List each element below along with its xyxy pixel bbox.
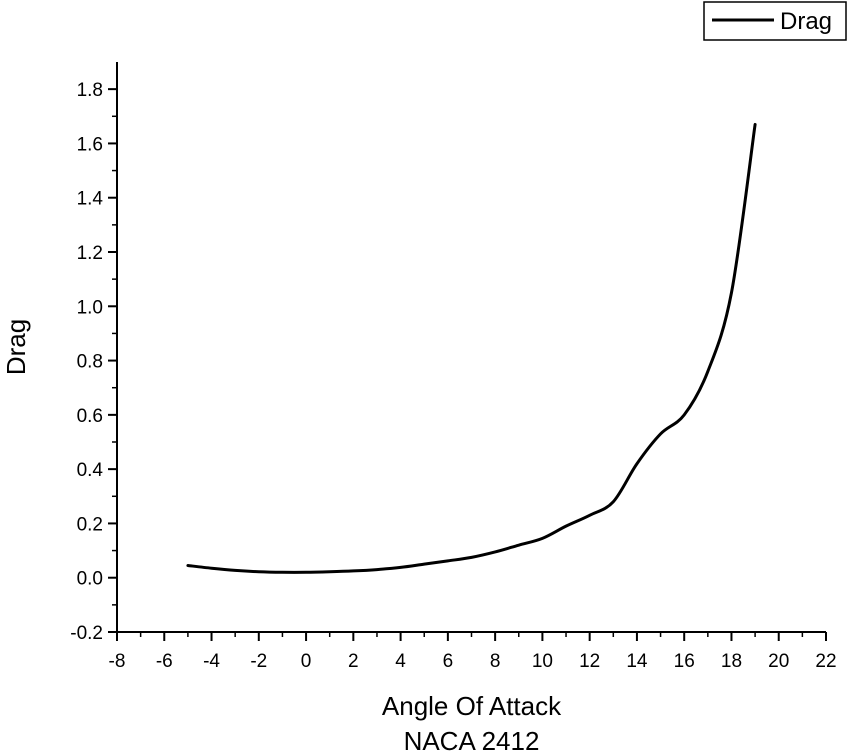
x-tick-label: 22: [815, 651, 836, 672]
tick-marks: [108, 88, 827, 641]
x-tick-label: 10: [532, 651, 553, 672]
x-tick-label: -2: [250, 651, 267, 672]
legend-label-drag: Drag: [780, 8, 832, 35]
y-tick-label: 0.4: [77, 460, 104, 481]
x-tick-label: -8: [109, 651, 126, 672]
axes: [116, 62, 826, 633]
x-tick-label: 4: [395, 651, 406, 672]
series-line-drag: [186, 122, 757, 574]
y-tick-label: 1.8: [77, 80, 103, 101]
x-tick-label: -6: [156, 651, 173, 672]
x-tick-label: 0: [301, 651, 312, 672]
x-tick-label: 18: [721, 651, 742, 672]
x-tick-label: 12: [579, 651, 600, 672]
y-axis-title: Drag: [1, 319, 31, 375]
x-tick-label: 14: [626, 651, 648, 672]
y-tick-label: 1.0: [77, 297, 103, 318]
tick-labels: -8 -6 -4 -2 0 2 4 6 8 10 12 14 16 18 20 22 -0.2 0.0 0.2 0.4…: [70, 80, 836, 672]
x-tick-label: 6: [443, 651, 454, 672]
y-tick-label: 1.2: [77, 243, 103, 264]
x-tick-label: 8: [490, 651, 501, 672]
x-axis-title: Angle Of Attack: [382, 691, 562, 721]
plot-area: [186, 122, 757, 574]
y-tick-label: -0.2: [70, 623, 103, 644]
x-tick-label: 2: [348, 651, 359, 672]
y-tick-label: 1.6: [77, 134, 103, 155]
chart-title: NACA 2412: [404, 726, 540, 755]
y-tick-label: 0.8: [77, 352, 103, 373]
legend: Drag: [703, 1, 847, 41]
x-tick-label: 16: [674, 651, 695, 672]
y-tick-label: 0.2: [77, 514, 103, 535]
x-tick-label: -4: [203, 651, 220, 672]
x-tick-label: 20: [768, 651, 789, 672]
y-tick-label: 0.6: [77, 406, 103, 427]
y-tick-label: 0.0: [77, 569, 103, 590]
y-tick-label: 1.4: [77, 189, 104, 210]
